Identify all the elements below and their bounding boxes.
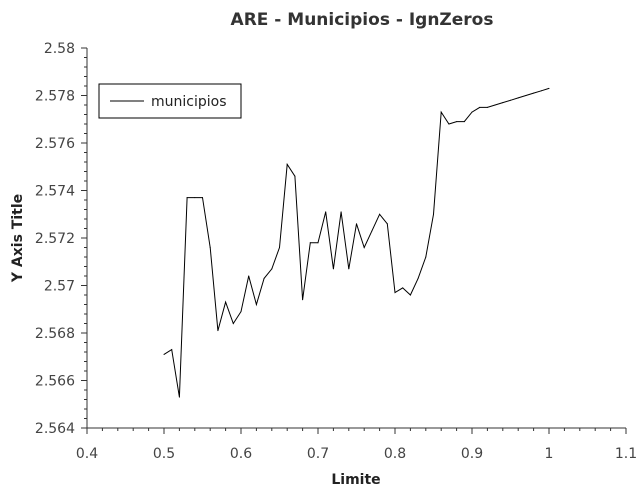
x-tick-label: 1.1 xyxy=(615,446,637,462)
data-point xyxy=(479,106,481,108)
data-point xyxy=(425,256,427,258)
data-point xyxy=(178,396,180,398)
data-point xyxy=(202,197,203,199)
data-point xyxy=(463,121,465,123)
data-point xyxy=(348,268,350,270)
data-point xyxy=(471,111,473,113)
data-point xyxy=(286,163,288,165)
x-tick-label: 0.6 xyxy=(230,446,252,462)
data-point xyxy=(525,95,527,96)
data-point xyxy=(363,247,365,248)
data-point xyxy=(371,230,373,232)
series-layer xyxy=(163,87,550,398)
data-point xyxy=(340,211,342,213)
data-point xyxy=(240,311,242,313)
data-point xyxy=(209,247,211,248)
data-point xyxy=(456,121,458,123)
x-tick-label: 1 xyxy=(545,446,554,462)
x-tick-label: 0.4 xyxy=(76,446,98,462)
data-point xyxy=(533,92,535,94)
data-point xyxy=(433,213,434,215)
y-tick-label: 2.568 xyxy=(35,326,75,342)
y-axis-label: Y Axis Title xyxy=(10,194,26,283)
data-point xyxy=(394,292,396,294)
x-axis-ticks: 0.4 0.5 0.6 0.7 0.8 0.9 1 1.1 xyxy=(76,428,637,462)
data-point xyxy=(302,299,304,301)
y-tick-label: 2.58 xyxy=(44,41,75,57)
data-point xyxy=(325,211,327,213)
y-tick-label: 2.572 xyxy=(35,231,75,247)
data-point xyxy=(356,223,357,225)
legend: municipios xyxy=(98,83,242,119)
y-tick-label: 2.574 xyxy=(35,184,75,200)
data-point xyxy=(332,268,334,270)
data-point xyxy=(225,301,227,303)
data-point xyxy=(248,275,250,277)
data-point xyxy=(317,242,319,244)
x-axis-label: Limite xyxy=(331,472,380,488)
data-point xyxy=(386,223,388,225)
data-point xyxy=(440,111,442,113)
series-line-municipios xyxy=(163,87,550,398)
data-point xyxy=(294,175,296,177)
data-point xyxy=(309,242,311,244)
y-tick-label: 2.57 xyxy=(44,279,75,295)
data-point xyxy=(494,104,496,106)
data-point xyxy=(486,106,488,108)
y-tick-label: 2.576 xyxy=(35,136,75,152)
x-tick-label: 0.5 xyxy=(153,446,175,462)
data-point xyxy=(186,197,188,199)
data-point xyxy=(548,87,550,89)
data-point xyxy=(279,247,280,248)
data-point xyxy=(263,277,265,279)
data-point xyxy=(402,287,404,289)
x-tick-label: 0.9 xyxy=(461,446,483,462)
data-point xyxy=(417,277,419,279)
data-point xyxy=(255,304,257,305)
data-point xyxy=(171,349,173,351)
data-point xyxy=(217,330,219,332)
y-axis-ticks: 2.564 2.566 2.568 2.57 2.572 2.574 2.576 2.578 2… xyxy=(35,41,87,437)
data-point xyxy=(510,99,511,101)
data-point xyxy=(540,90,542,92)
chart-title: ARE - Municipios - IgnZeros xyxy=(231,10,494,30)
legend-label-municipios: municipios xyxy=(151,94,227,110)
y-tick-label: 2.564 xyxy=(35,421,75,437)
data-point xyxy=(502,102,504,104)
data-point xyxy=(448,123,450,125)
data-point xyxy=(232,323,234,324)
data-point xyxy=(517,97,519,99)
data-point xyxy=(163,353,165,355)
data-point xyxy=(409,294,411,296)
x-tick-label: 0.7 xyxy=(307,446,329,462)
x-tick-label: 0.8 xyxy=(384,446,406,462)
data-point xyxy=(194,197,196,199)
y-tick-label: 2.566 xyxy=(35,374,75,390)
data-point xyxy=(271,268,273,270)
data-point xyxy=(379,213,381,215)
y-tick-label: 2.578 xyxy=(35,89,75,105)
